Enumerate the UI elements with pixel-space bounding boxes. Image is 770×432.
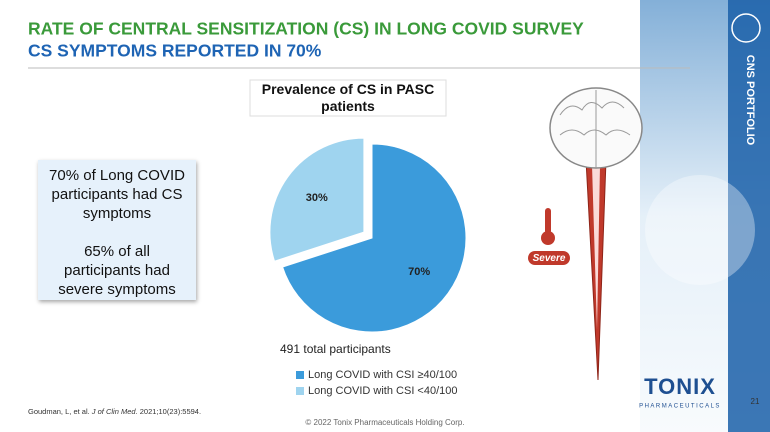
logo-tagline: PHARMACEUTICALS (639, 404, 721, 410)
legend-label: Long COVID with CSI <40/100 (308, 385, 458, 397)
legend-swatch (296, 371, 304, 379)
logo-icon (731, 13, 761, 43)
legend-label: Long COVID with CSI ≥40/100 (308, 369, 457, 381)
logo-name: TONIX (644, 374, 716, 399)
sidebar-band (728, 0, 770, 432)
severity-tag: Severe (533, 253, 566, 264)
page-number: 21 (751, 397, 760, 406)
chart-title-box (249, 79, 447, 117)
citation-journal: J of Clin Med. (91, 407, 138, 416)
thermometer (541, 208, 555, 245)
callout-text: 70% of Long COVID participants had CS sy… (49, 167, 185, 222)
data-label: 70% (408, 266, 430, 278)
citation-authors: Goudman, L, et al. (28, 407, 92, 416)
citation-details: 2021;10(23):5594. (138, 407, 201, 416)
slide-title: RATE OF CENTRAL SENSITIZATION (CS) IN LO… (28, 19, 584, 39)
pie-slice (269, 137, 365, 262)
copyright: © 2022 Tonix Pharmaceuticals Holding Cor… (305, 418, 464, 427)
chart-annotation: 491 total participants (280, 342, 391, 356)
sidebar-label: CNS PORTFOLIO (744, 55, 756, 146)
pie-slice (281, 143, 467, 333)
legend-swatch (296, 387, 304, 395)
severity-tag-bg (528, 251, 570, 265)
molecule (645, 175, 755, 285)
chart-title: Prevalence of CS in PASC patients (261, 81, 435, 114)
callout-text: 65% of all participants had severe sympt… (58, 243, 176, 298)
citation: Goudman, L, et al. J of Clin Med. 2021;1… (28, 407, 201, 416)
data-label: 30% (306, 192, 328, 204)
brain-illustration (549, 87, 643, 381)
callout-box: 70% of Long COVID participants had CS sy… (38, 160, 196, 300)
slide-subtitle: CS SYMPTOMS REPORTED IN 70% (28, 41, 322, 61)
